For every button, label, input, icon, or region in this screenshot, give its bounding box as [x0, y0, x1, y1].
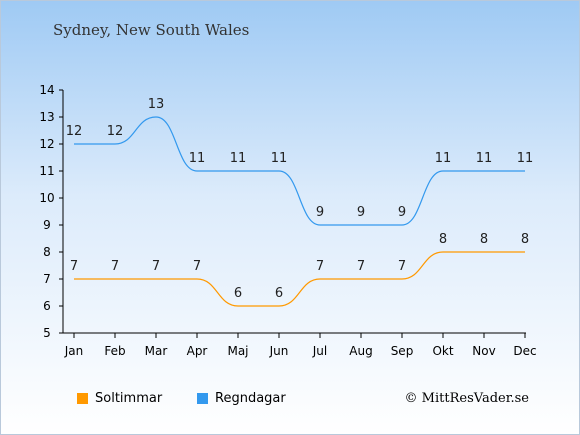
data-label: 8: [521, 232, 529, 247]
data-label: 7: [193, 259, 201, 274]
data-label: 12: [66, 124, 83, 139]
x-tick-label: Aug: [349, 344, 372, 358]
data-label: 13: [148, 97, 165, 112]
data-label: 9: [398, 205, 406, 220]
y-tick-label: 14: [39, 83, 54, 97]
y-tick-label: 8: [43, 245, 51, 259]
data-label: 7: [111, 259, 119, 274]
y-tick-label: 7: [43, 272, 51, 286]
data-label: 8: [480, 232, 488, 247]
y-tick-label: 6: [43, 299, 51, 313]
data-label: 11: [189, 151, 206, 166]
legend-swatch-sun: [77, 393, 88, 404]
y-tick-label: 10: [39, 191, 54, 205]
data-label: 11: [435, 151, 452, 166]
series-line-rain: [73, 116, 525, 226]
x-tick-label: Jul: [312, 344, 327, 358]
legend-label-sun: Soltimmar: [95, 391, 163, 406]
chart-subtitle: Sydney, New South Wales: [53, 21, 250, 39]
series-line-sun: [74, 251, 525, 307]
y-tick-label: 11: [39, 164, 54, 178]
y-tick-label: 5: [43, 326, 51, 340]
data-label: 6: [275, 286, 283, 301]
data-label: 9: [316, 205, 324, 220]
data-label: 7: [398, 259, 406, 274]
data-label: 7: [70, 259, 78, 274]
data-label: 7: [152, 259, 160, 274]
legend-label-rain: Regndagar: [215, 391, 286, 406]
data-label: 11: [271, 151, 288, 166]
data-label: 8: [439, 232, 447, 247]
x-tick-label: Maj: [227, 344, 248, 358]
data-label: 11: [230, 151, 247, 166]
x-tick-label: Nov: [472, 344, 495, 358]
x-tick-label: Mar: [145, 344, 168, 358]
credit-text: © MittResVader.se: [404, 391, 529, 406]
data-label: 12: [107, 124, 124, 139]
legend-item-rain: Regndagar: [197, 391, 286, 406]
data-label: 11: [517, 151, 534, 166]
data-label: 6: [234, 286, 242, 301]
data-label: 9: [357, 205, 365, 220]
data-label: 11: [476, 151, 493, 166]
data-label: 7: [357, 259, 365, 274]
x-tick-label: Jun: [269, 344, 289, 358]
legend-swatch-rain: [197, 393, 208, 404]
x-tick-label: Okt: [432, 344, 453, 358]
data-label: 7: [316, 259, 324, 274]
x-tick-label: Dec: [513, 344, 536, 358]
x-tick-label: Feb: [104, 344, 125, 358]
x-tick-label: Sep: [391, 344, 414, 358]
legend-item-sun: Soltimmar: [77, 391, 162, 406]
y-tick-label: 9: [43, 218, 51, 232]
y-tick-label: 12: [39, 137, 54, 151]
y-tick-label: 13: [39, 110, 54, 124]
x-tick-label: Apr: [187, 344, 208, 358]
x-tick-label: Jan: [64, 344, 84, 358]
